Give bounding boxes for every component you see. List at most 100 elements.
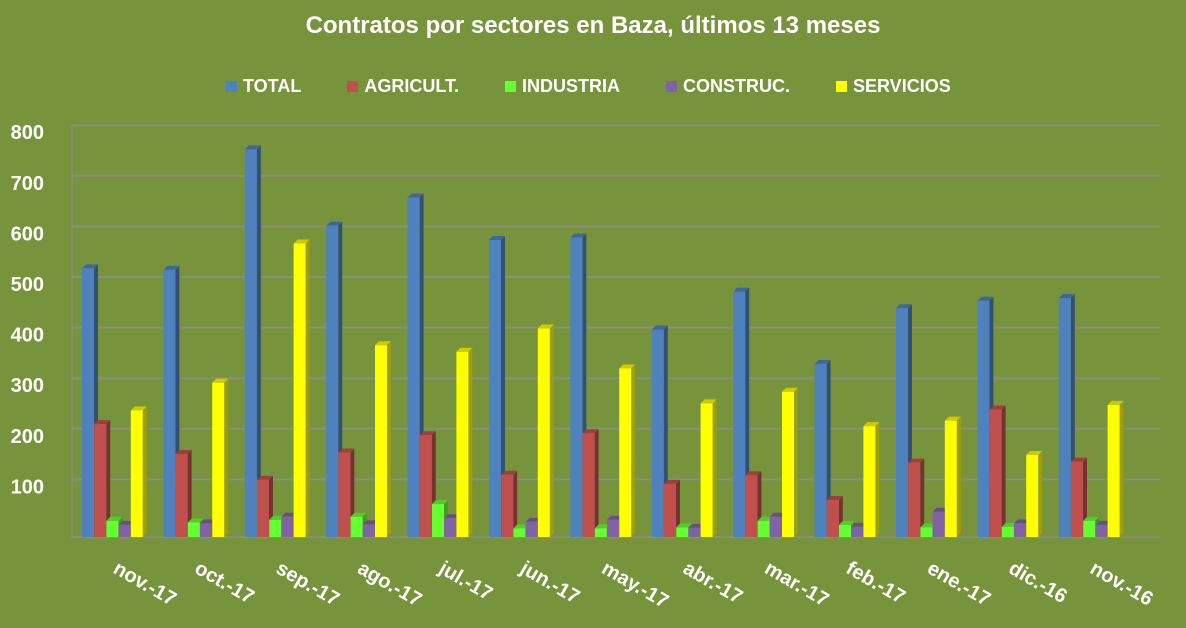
legend: TOTAL AGRICULT. INDUSTRIA CONSTRUC. SERV… bbox=[226, 76, 997, 97]
bar-side bbox=[712, 399, 717, 537]
bar-agricult bbox=[1071, 461, 1083, 537]
bar-side bbox=[501, 235, 505, 537]
y-tick-label: 500 bbox=[11, 274, 44, 296]
bar-top bbox=[619, 364, 636, 369]
bar-top bbox=[82, 264, 98, 269]
legend-item-construc: CONSTRUC. bbox=[666, 76, 790, 97]
bar-agricult bbox=[989, 409, 1002, 537]
bar-top bbox=[782, 387, 798, 392]
x-tick-label: ene.-17 bbox=[924, 557, 995, 611]
bar-top bbox=[1071, 457, 1087, 462]
bar-top bbox=[281, 512, 298, 517]
bar-top bbox=[839, 520, 855, 525]
x-tick-label: feb.-17 bbox=[842, 557, 909, 608]
chart-title: Contratos por sectores en Baza, últimos … bbox=[305, 12, 881, 39]
bar-top bbox=[932, 507, 949, 512]
bar-top bbox=[594, 524, 611, 529]
bar-side bbox=[594, 429, 599, 537]
bar-construc bbox=[688, 527, 701, 537]
bar-top bbox=[688, 523, 705, 528]
bar-agricult bbox=[582, 433, 595, 537]
bar-top bbox=[338, 448, 355, 453]
legend-item-total: TOTAL bbox=[226, 76, 301, 97]
bar-top bbox=[908, 458, 925, 463]
x-tick-label: sep.-17 bbox=[272, 557, 343, 611]
bar-top bbox=[1095, 520, 1112, 525]
bar-top bbox=[501, 470, 518, 475]
bar-construc bbox=[769, 516, 782, 537]
bar-top bbox=[94, 420, 111, 425]
y-tick-label: 400 bbox=[11, 325, 44, 347]
bar-construc bbox=[1014, 523, 1026, 537]
bar-industria bbox=[1001, 526, 1014, 537]
bar-servicios bbox=[537, 328, 550, 537]
bar-agricult bbox=[908, 462, 921, 537]
bar-top bbox=[456, 347, 473, 352]
bar-top bbox=[944, 416, 961, 421]
bar-top bbox=[989, 405, 1006, 410]
bar-top bbox=[607, 515, 623, 520]
bar-side bbox=[187, 450, 192, 537]
bar-top bbox=[977, 296, 994, 301]
x-tick-label: abr.-17 bbox=[679, 557, 746, 608]
bar-side bbox=[1001, 405, 1006, 537]
bar-top bbox=[444, 514, 461, 519]
bar-construc bbox=[444, 518, 457, 537]
legend-item-industria: INDUSTRIA bbox=[505, 76, 620, 97]
bar-total bbox=[1058, 298, 1071, 537]
bar-side bbox=[549, 324, 554, 537]
legend-label: INDUSTRIA bbox=[522, 76, 620, 96]
bar-industria bbox=[187, 522, 200, 537]
bar-total bbox=[977, 300, 990, 537]
bar-industria bbox=[757, 520, 770, 537]
legend-swatch bbox=[666, 81, 677, 92]
bar-top bbox=[651, 325, 668, 330]
bar-top bbox=[582, 429, 599, 434]
legend-swatch bbox=[505, 81, 516, 92]
bar-industria bbox=[676, 527, 689, 537]
bar-servicios bbox=[456, 351, 469, 537]
bar-total bbox=[82, 268, 94, 537]
y-tick-label: 800 bbox=[11, 122, 44, 144]
bar-agricult bbox=[745, 475, 758, 537]
bar-top bbox=[1014, 519, 1030, 524]
bar-side bbox=[387, 341, 391, 537]
bar-top bbox=[187, 518, 204, 523]
legend-item-servicios: SERVICIOS bbox=[836, 76, 951, 97]
bar-construc bbox=[932, 511, 945, 537]
bar-construc bbox=[851, 526, 864, 537]
bar-agricult bbox=[419, 435, 432, 537]
bar-top bbox=[175, 450, 192, 455]
bar-side bbox=[224, 378, 229, 537]
bar-side bbox=[676, 479, 680, 537]
bar-servicios bbox=[700, 403, 713, 537]
x-tick-label: jul.-17 bbox=[434, 557, 496, 605]
bar-side bbox=[920, 458, 925, 537]
bar-top bbox=[757, 516, 774, 521]
bar-top bbox=[269, 515, 286, 520]
bar-top bbox=[419, 431, 436, 436]
bar-top bbox=[745, 471, 762, 476]
bar-agricult bbox=[257, 479, 269, 537]
bar-top bbox=[326, 221, 343, 226]
bar-top bbox=[700, 399, 717, 404]
x-tick-label: nov.-16 bbox=[1086, 557, 1156, 610]
bar-construc bbox=[362, 524, 375, 537]
bar-top bbox=[375, 341, 391, 346]
legend-swatch bbox=[347, 81, 359, 92]
y-tick-label: 200 bbox=[11, 426, 44, 448]
bar-side bbox=[794, 387, 798, 537]
bar-total bbox=[651, 329, 664, 537]
bar-side bbox=[826, 359, 831, 537]
bar-top bbox=[863, 422, 880, 427]
bar-servicios bbox=[1026, 455, 1039, 537]
legend-swatch bbox=[226, 81, 237, 92]
bar-industria bbox=[350, 516, 363, 537]
x-tick-label: ago.-17 bbox=[354, 557, 426, 611]
bar-top bbox=[200, 519, 216, 524]
bar-top bbox=[896, 304, 912, 309]
bar-top bbox=[537, 324, 554, 329]
legend-item-agricult: AGRICULT. bbox=[347, 76, 459, 97]
x-tick-label: oct.-17 bbox=[191, 557, 258, 608]
legend-label: SERVICIOS bbox=[853, 76, 951, 96]
